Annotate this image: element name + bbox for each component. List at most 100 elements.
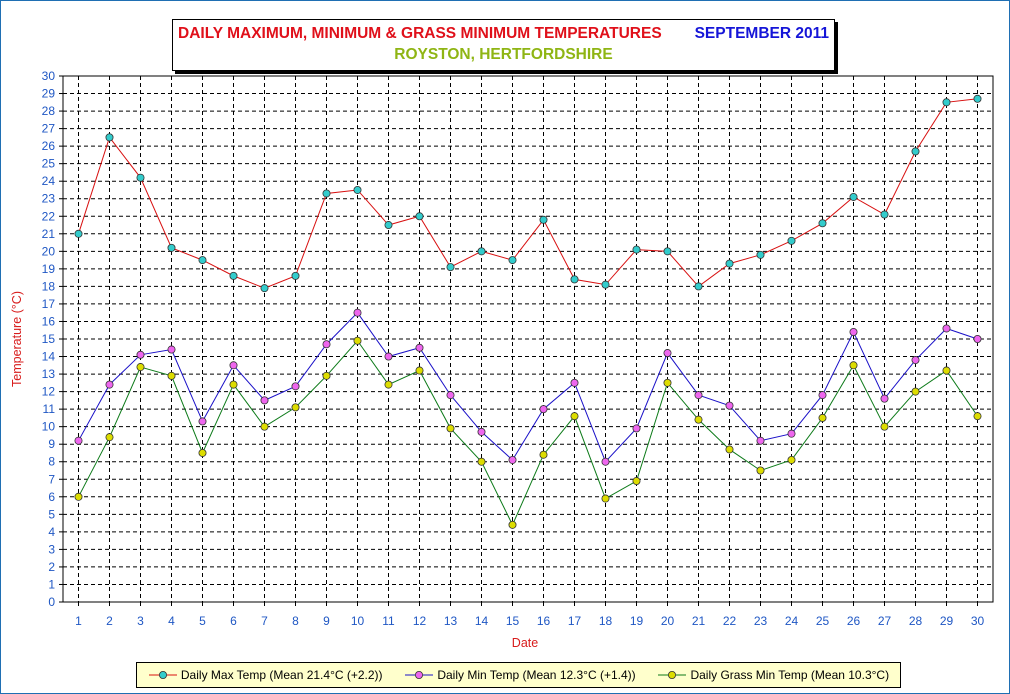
legend-swatch-marker xyxy=(415,671,424,679)
x-tick-label: 29 xyxy=(940,614,954,628)
series-line xyxy=(78,311,978,463)
data-point xyxy=(167,243,176,252)
legend-item-2: Daily Min Temp (Mean 12.3°C (+1.4)) xyxy=(404,668,636,682)
data-point xyxy=(229,271,238,280)
y-tick-label: 2 xyxy=(48,560,55,574)
data-point xyxy=(818,391,827,400)
series-3 xyxy=(74,336,982,529)
data-point xyxy=(167,345,176,354)
data-point xyxy=(725,445,734,454)
y-tick-label: 23 xyxy=(42,192,56,206)
data-point xyxy=(787,455,796,464)
x-tick-label: 3 xyxy=(137,614,144,628)
data-point xyxy=(756,466,765,475)
x-tick-label: 19 xyxy=(630,614,644,628)
data-point xyxy=(167,371,176,380)
y-tick-label: 15 xyxy=(42,332,56,346)
x-tick-label: 12 xyxy=(413,614,427,628)
data-point xyxy=(973,94,982,103)
data-point xyxy=(229,361,238,370)
x-tick-label: 16 xyxy=(537,614,551,628)
data-point xyxy=(508,455,517,464)
x-tick-label: 26 xyxy=(847,614,861,628)
data-point xyxy=(477,427,486,436)
data-point xyxy=(694,415,703,424)
y-tick-label: 8 xyxy=(48,455,55,469)
data-point xyxy=(663,247,672,256)
y-tick-label: 25 xyxy=(42,157,56,171)
x-tick-label: 30 xyxy=(971,614,985,628)
y-axis-label: Temperature (°C) xyxy=(10,291,24,387)
data-point xyxy=(446,424,455,433)
data-point xyxy=(136,363,145,372)
data-point xyxy=(942,324,951,333)
data-point xyxy=(632,424,641,433)
y-tick-label: 28 xyxy=(42,104,56,118)
legend-swatch xyxy=(405,671,434,679)
y-tick-label: 29 xyxy=(42,87,56,101)
data-point xyxy=(601,457,610,466)
data-point xyxy=(756,250,765,259)
series-line xyxy=(78,339,978,527)
x-tick-label: 13 xyxy=(444,614,458,628)
data-point xyxy=(880,422,889,431)
data-point xyxy=(260,284,269,293)
axes: 0123456789101112131415161718192021222324… xyxy=(42,69,985,628)
x-tick-label: 7 xyxy=(261,614,268,628)
data-point xyxy=(787,429,796,438)
y-tick-label: 22 xyxy=(42,209,56,223)
legend: Daily Max Temp (Mean 21.4°C (+2.2)) Daily… xyxy=(136,662,901,688)
data-point xyxy=(105,380,114,389)
series-1 xyxy=(74,94,982,293)
y-tick-label: 30 xyxy=(42,69,56,83)
data-point xyxy=(291,403,300,412)
data-point xyxy=(384,380,393,389)
data-point xyxy=(260,422,269,431)
data-point xyxy=(818,413,827,422)
data-point xyxy=(880,394,889,403)
data-point xyxy=(849,361,858,370)
x-tick-label: 10 xyxy=(351,614,365,628)
y-tick-label: 18 xyxy=(42,279,56,293)
legend-item-3: Daily Grass Min Temp (Mean 10.3°C) xyxy=(657,668,889,682)
y-tick-label: 5 xyxy=(48,507,55,521)
temperature-chart: 0123456789101112131415161718192021222324… xyxy=(10,69,994,650)
data-point xyxy=(539,450,548,459)
y-tick-label: 1 xyxy=(48,577,55,591)
data-point xyxy=(446,263,455,272)
y-tick-label: 17 xyxy=(42,297,56,311)
data-point xyxy=(415,366,424,375)
x-tick-label: 15 xyxy=(506,614,520,628)
data-point xyxy=(570,378,579,387)
data-point xyxy=(74,436,83,445)
data-point xyxy=(570,275,579,284)
y-tick-label: 4 xyxy=(48,525,55,539)
data-point xyxy=(477,247,486,256)
y-tick-label: 26 xyxy=(42,139,56,153)
data-point xyxy=(973,412,982,421)
data-point xyxy=(663,349,672,358)
data-point xyxy=(229,380,238,389)
data-point xyxy=(136,173,145,182)
legend-swatch-marker xyxy=(158,671,167,679)
x-tick-label: 9 xyxy=(323,614,330,628)
data-point xyxy=(477,457,486,466)
y-tick-label: 21 xyxy=(42,227,56,241)
legend-swatch-marker xyxy=(668,671,677,679)
data-point xyxy=(105,133,114,142)
chart-location: ROYSTON, HERTFORDSHIRE xyxy=(394,46,613,63)
legend-label: Daily Grass Min Temp (Mean 10.3°C) xyxy=(690,668,890,682)
y-tick-label: 19 xyxy=(42,262,56,276)
data-point xyxy=(260,396,269,405)
data-point xyxy=(725,401,734,410)
data-point xyxy=(818,219,827,228)
x-tick-label: 18 xyxy=(599,614,613,628)
data-point xyxy=(694,282,703,291)
data-point xyxy=(632,245,641,254)
grid-lines xyxy=(62,75,994,603)
legend-swatch xyxy=(148,671,177,679)
data-point xyxy=(570,412,579,421)
data-point xyxy=(849,192,858,201)
data-point xyxy=(74,492,83,501)
x-tick-label: 17 xyxy=(568,614,582,628)
